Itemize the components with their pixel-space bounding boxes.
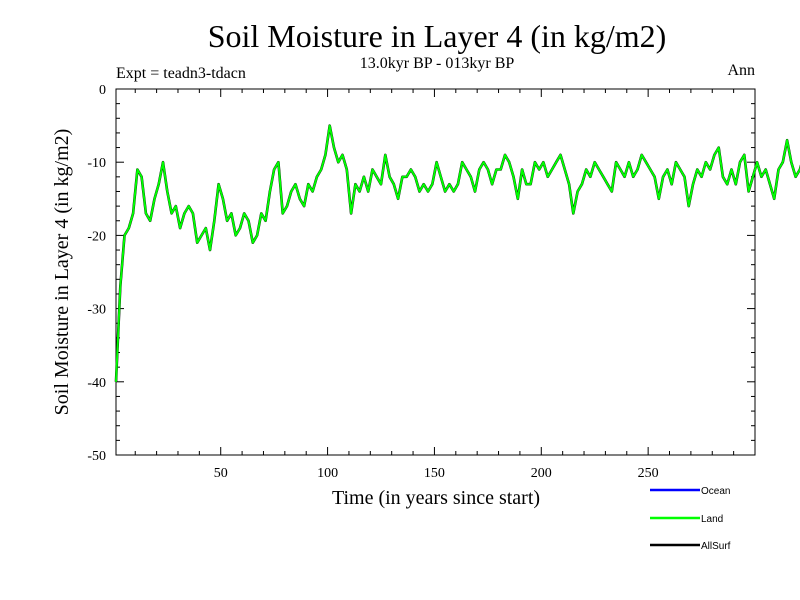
legend-label-allsurf: AllSurf (701, 541, 731, 552)
y-tick-label: 0 (99, 83, 106, 98)
y-tick-label: -50 (87, 449, 106, 464)
y-tick-label: -30 (87, 303, 106, 318)
season-label: Ann (727, 62, 755, 79)
y-tick-label: -10 (87, 156, 106, 171)
axis-ticks: 50 100 150 200 250 0 -10 -20 -30 -40 -50 (87, 83, 755, 481)
series-layer (114, 124, 800, 382)
x-tick-label: 250 (638, 466, 659, 481)
y-axis-label: Soil Moisture in Layer 4 (in kg/m2) (51, 129, 73, 416)
experiment-label: Expt = teadn3-tdacn (116, 65, 246, 82)
series-line-allsurf (114, 124, 800, 382)
x-tick-label: 150 (424, 466, 445, 481)
x-tick-label: 100 (317, 466, 338, 481)
x-axis-label: Time (in years since start) (332, 487, 540, 509)
legend: Ocean Land AllSurf (650, 486, 731, 552)
x-tick-label: 50 (214, 466, 228, 481)
chart-subtitle: 13.0kyr BP - 013kyr BP (360, 55, 515, 72)
y-tick-label: -20 (87, 229, 106, 244)
plot-frame (115, 88, 756, 456)
chart-title: Soil Moisture in Layer 4 (in kg/m2) (208, 18, 667, 54)
series-line-land (115, 124, 800, 382)
legend-label-ocean: Ocean (701, 486, 730, 497)
x-tick-label: 200 (531, 466, 552, 481)
legend-label-land: Land (701, 514, 723, 525)
y-tick-label: -40 (87, 376, 106, 391)
